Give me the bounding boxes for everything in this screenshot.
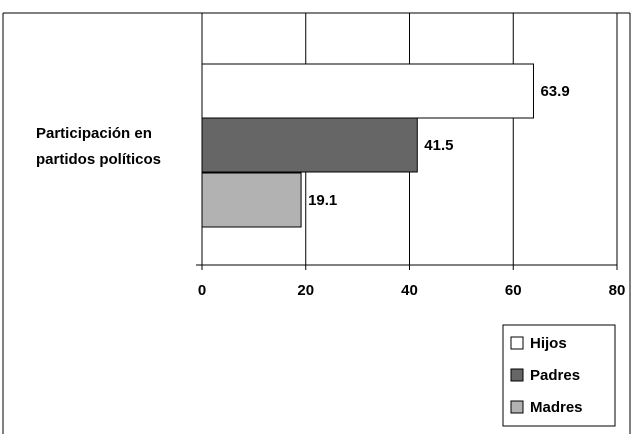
bar-padres [201,117,418,173]
legend-label: Madres [530,399,583,416]
legend-swatch-madres [510,400,524,414]
bar-hijos [201,63,534,119]
bar-madres [201,172,302,228]
data-label: 41.5 [424,137,453,154]
legend-swatch-padres [510,368,524,382]
legend-label: Hijos [530,335,567,352]
legend: Hijos Padres Madres [502,324,616,427]
x-tick-label: 80 [609,282,626,299]
x-tick-label: 60 [505,282,522,299]
x-tick-label: 40 [401,282,418,299]
legend-label: Padres [530,367,580,384]
x-tick-label: 20 [297,282,314,299]
legend-swatch-hijos [510,336,524,350]
x-tick-label: 0 [198,282,206,299]
data-label: 63.9 [540,83,569,100]
data-label: 19.1 [308,192,337,209]
plot-area: 0 20 40 60 80 63.9 41.5 19.1 [196,13,625,299]
category-label: Participación en partidos políticos [36,125,162,168]
